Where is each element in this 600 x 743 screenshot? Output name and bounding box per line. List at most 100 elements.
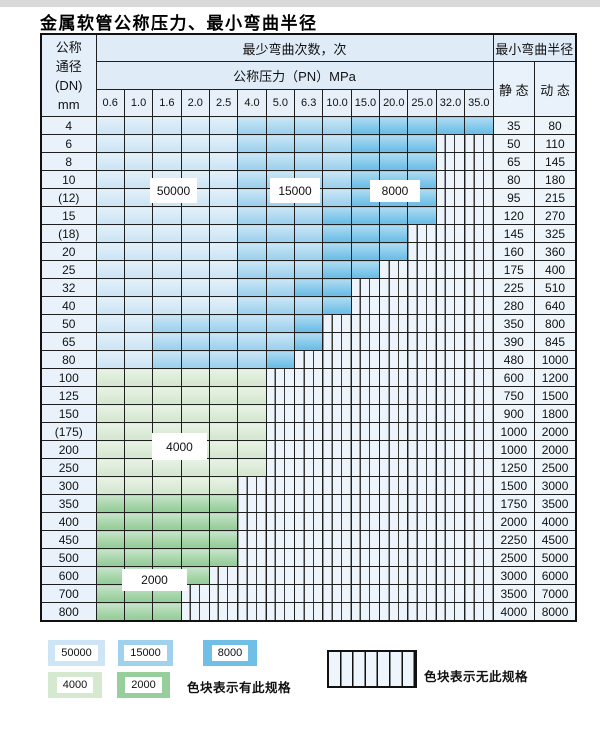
bend-count-cell-8000 <box>265 350 296 369</box>
bend-count-cell-2000 <box>95 548 125 567</box>
bend-count-cell-8000 <box>294 314 324 333</box>
bend-count-cell-50000 <box>180 260 210 279</box>
bend-count-cell-15000 <box>322 170 352 189</box>
no-spec-cell <box>435 530 466 549</box>
no-spec-cell <box>407 440 437 459</box>
bend-count-cell-50000 <box>208 224 239 243</box>
no-spec-cell <box>464 206 494 225</box>
no-spec-cell <box>350 350 381 369</box>
no-spec-cell <box>464 350 494 369</box>
dn-header: 公称 通径 (DN) mm <box>40 33 97 117</box>
bend-count-cell-50000 <box>152 260 182 279</box>
bend-count-cell-50000 <box>95 152 125 171</box>
table-row: 700 3500 7000 <box>40 584 577 603</box>
bend-count-cell-50000 <box>123 188 154 207</box>
bend-count-cell-8000 <box>322 224 352 243</box>
static-radius-cell: 3500 <box>492 584 536 603</box>
no-spec-cell <box>435 224 466 243</box>
dynamic-radius-cell: 8000 <box>534 602 577 622</box>
region-label-15000: 15000 <box>270 178 320 203</box>
bend-count-cell-15000 <box>294 260 324 279</box>
dn-cell: 32 <box>40 278 97 297</box>
static-radius-cell: 95 <box>492 188 536 207</box>
dn-cell: 500 <box>40 548 97 567</box>
table-row: 15 120 270 <box>40 206 577 225</box>
table-row: 300 1500 3000 <box>40 476 577 495</box>
dn-cell: 350 <box>40 494 97 513</box>
bend-count-cell-4000 <box>152 476 182 495</box>
dn-cell: 100 <box>40 368 97 387</box>
dn-cell: 800 <box>40 602 97 622</box>
no-spec-cell <box>208 602 239 622</box>
no-spec-cell <box>322 584 352 603</box>
table-row: 600 3000 6000 <box>40 566 577 585</box>
no-spec-cell <box>407 404 437 423</box>
no-spec-cell <box>265 386 296 405</box>
no-spec-cell <box>407 548 437 567</box>
bend-count-cell-15000 <box>265 134 296 153</box>
bend-count-cell-2000 <box>95 512 125 531</box>
static-radius-cell: 35 <box>492 116 536 135</box>
no-spec-cell <box>379 530 409 549</box>
no-spec-cell <box>294 458 324 477</box>
no-spec-cell <box>294 566 324 585</box>
bend-count-cell-15000 <box>237 314 267 333</box>
static-radius-cell: 3000 <box>492 566 536 585</box>
bend-count-cell-8000 <box>322 278 352 297</box>
no-spec-cell <box>435 584 466 603</box>
bend-count-cell-50000 <box>123 170 154 189</box>
bend-count-cell-50000 <box>123 314 154 333</box>
table-row: 65 390 845 <box>40 332 577 351</box>
bend-count-cell-50000 <box>95 116 125 135</box>
dynamic-radius-cell: 1800 <box>534 404 577 423</box>
no-spec-cell <box>435 386 466 405</box>
no-spec-cell <box>435 494 466 513</box>
radius-header: 最小弯曲半径 <box>492 33 577 62</box>
bend-count-cell-50000 <box>152 242 182 261</box>
no-spec-cell <box>294 512 324 531</box>
dynamic-radius-cell: 80 <box>534 116 577 135</box>
dn-cell: 450 <box>40 530 97 549</box>
bend-count-cell-8000 <box>350 134 381 153</box>
bend-count-cell-15000 <box>152 314 182 333</box>
no-spec-cell <box>237 530 267 549</box>
bend-count-cell-50000 <box>152 134 182 153</box>
no-spec-cell <box>407 332 437 351</box>
no-spec-cell <box>322 332 352 351</box>
no-spec-cell <box>294 386 324 405</box>
bend-count-cell-50000 <box>180 242 210 261</box>
table-row: 80 480 1000 <box>40 350 577 369</box>
no-spec-cell <box>322 566 352 585</box>
bend-count-cell-15000 <box>237 224 267 243</box>
bend-count-cell-8000 <box>379 116 409 135</box>
dn-cell: 150 <box>40 404 97 423</box>
no-spec-cell <box>294 494 324 513</box>
bend-count-cell-4000 <box>95 422 125 441</box>
bend-count-cell-4000 <box>237 386 267 405</box>
pressure-value-header: 1.6 <box>152 89 182 117</box>
dynamic-radius-cell: 845 <box>534 332 577 351</box>
no-spec-cell <box>464 512 494 531</box>
legend-swatch-label: 4000 <box>56 677 94 693</box>
no-spec-cell <box>294 584 324 603</box>
dn-cell: 400 <box>40 512 97 531</box>
bend-count-cell-50000 <box>95 332 125 351</box>
bend-count-cell-50000 <box>123 278 154 297</box>
bend-count-cell-15000 <box>237 206 267 225</box>
bend-count-cell-8000 <box>435 116 466 135</box>
no-spec-cell <box>379 260 409 279</box>
dn-header-line: 公称 <box>55 39 82 55</box>
bend-count-cell-15000 <box>294 206 324 225</box>
bend-count-cell-50000 <box>95 314 125 333</box>
no-spec-cell <box>464 170 494 189</box>
no-spec-cell <box>435 314 466 333</box>
no-spec-cell <box>407 494 437 513</box>
no-spec-cell <box>435 476 466 495</box>
pressure-value-header: 25.0 <box>407 89 437 117</box>
bend-count-cell-2000 <box>152 548 182 567</box>
bend-count-cell-50000 <box>95 296 125 315</box>
no-spec-cell <box>435 602 466 622</box>
static-radius-cell: 900 <box>492 404 536 423</box>
dynamic-radius-cell: 1200 <box>534 368 577 387</box>
static-radius-cell: 2500 <box>492 548 536 567</box>
